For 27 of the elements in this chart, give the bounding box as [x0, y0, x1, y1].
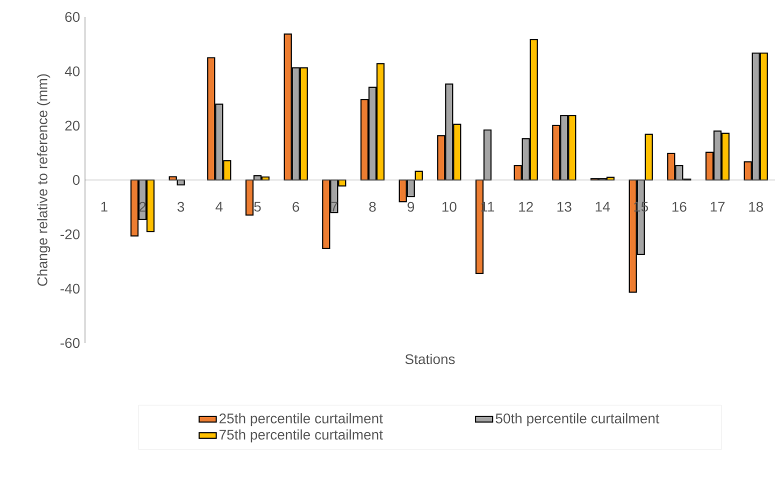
x-tick-label: 18 — [749, 202, 764, 212]
x-tick-label: 3 — [177, 202, 184, 212]
legend-label: 75th percentile curtailment — [220, 429, 383, 442]
x-tick-label: 5 — [254, 202, 261, 212]
y-axis-title: Change relative to reference (mm) — [37, 74, 50, 286]
y-tick-label: 60 — [65, 12, 80, 22]
x-tick-label: 16 — [672, 202, 686, 212]
x-tick-label: 14 — [596, 202, 610, 212]
x-tick-label: 8 — [369, 202, 376, 212]
legend-label: 25th percentile curtailment — [220, 413, 383, 426]
x-axis-title: Stations — [405, 354, 455, 364]
x-tick-label: 17 — [710, 202, 725, 212]
x-tick-label: 9 — [408, 202, 414, 212]
y-tick-label: -60 — [60, 338, 80, 348]
x-tick-label: 1 — [101, 202, 108, 212]
x-tick-label: 15 — [634, 202, 648, 212]
x-tick-label: 13 — [557, 202, 572, 212]
x-tick-label: 12 — [519, 202, 533, 212]
x-tick-label: 10 — [442, 202, 456, 212]
x-tick-label: 4 — [216, 202, 223, 212]
y-tick-label: -20 — [60, 229, 80, 240]
y-tick-label: 20 — [65, 120, 80, 131]
x-tick-label: 6 — [292, 202, 300, 212]
y-tick-label: -40 — [60, 284, 80, 294]
y-tick-label: 40 — [64, 66, 80, 76]
y-tick-label: 0 — [72, 175, 80, 185]
legend-label: 50th percentile curtailment — [496, 413, 660, 426]
